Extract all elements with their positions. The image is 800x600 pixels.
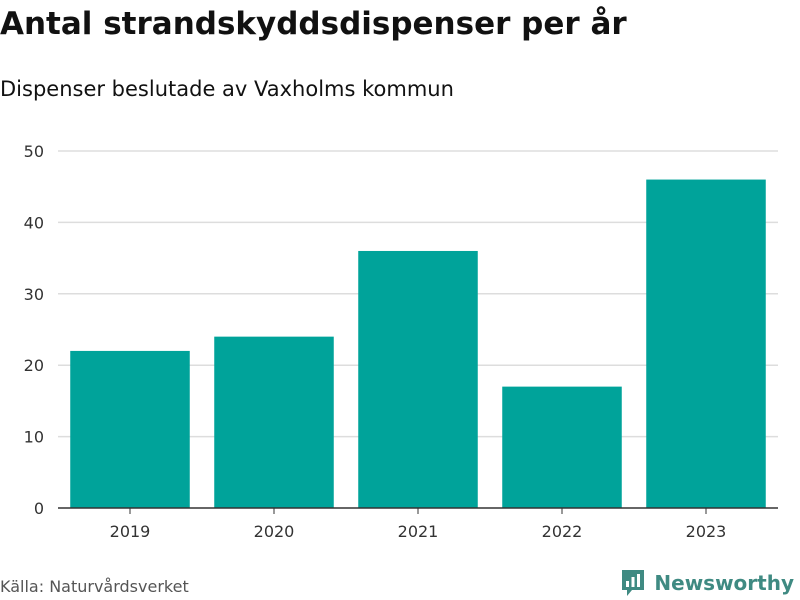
x-tick-label: 2023 (686, 522, 727, 541)
x-tick-label: 2020 (254, 522, 295, 541)
bar (358, 250, 478, 508)
bar (502, 386, 622, 508)
x-tick-label: 2022 (542, 522, 583, 541)
chart-subtitle: Dispenser beslutade av Vaxholms kommun (0, 77, 454, 101)
chart-title: Antal strandskyddsdispenser per år (0, 6, 627, 42)
bar (70, 350, 190, 508)
brand-name: Newsworthy (654, 571, 794, 595)
bar (646, 179, 766, 508)
bar-chart: 0 10 20 30 40 50 2019 2020 2021 2022 2023 (24, 142, 778, 541)
y-tick-label: 30 (24, 285, 44, 304)
bar (214, 336, 334, 508)
y-tick-label: 40 (24, 213, 44, 232)
y-tick-label: 20 (24, 356, 44, 375)
x-tick-label: 2021 (398, 522, 439, 541)
x-tick-label: 2019 (110, 522, 151, 541)
newsworthy-logo: Newsworthy (620, 568, 794, 598)
source-note: Källa: Naturvårdsverket (0, 577, 189, 596)
newsworthy-logo-icon (622, 570, 645, 596)
y-tick-label: 50 (24, 142, 44, 161)
y-tick-label: 0 (34, 499, 44, 518)
y-tick-label: 10 (24, 428, 44, 447)
